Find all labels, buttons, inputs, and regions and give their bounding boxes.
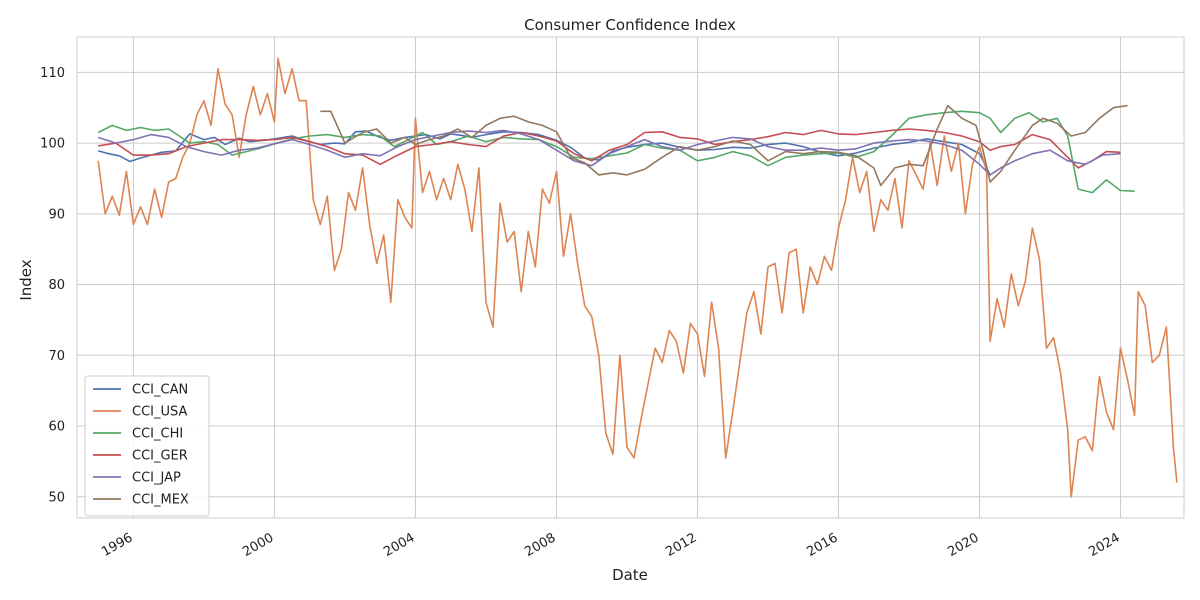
y-tick-label: 90 (48, 207, 65, 222)
series-line-cci-mex (320, 104, 1128, 187)
x-tick-label: 2012 (663, 530, 699, 560)
x-tick-label: 2020 (945, 530, 981, 560)
x-tick-label: 2008 (522, 530, 558, 560)
legend-label: CCI_CHI (132, 427, 183, 442)
series-line-cci-ger (98, 128, 1121, 169)
x-tick-label: 2024 (1086, 530, 1122, 560)
grid-lines (77, 37, 1184, 518)
y-tick-label: 100 (40, 137, 65, 152)
y-tick-label: 60 (48, 420, 65, 435)
x-tick-label: 1996 (99, 530, 135, 560)
legend: CCI_CAN CCI_USA CCI_CHI CCI_GER CCI_JAP CCI_M… (84, 375, 210, 517)
legend-label: CCI_GER (132, 449, 188, 464)
series-line-cci-jap (97, 129, 1121, 176)
legend-label: CCI_CAN (132, 383, 188, 398)
x-tick-label: 2004 (381, 530, 417, 560)
y-tick-label: 110 (40, 66, 65, 81)
y-tick-label: 70 (48, 349, 65, 364)
legend-label: CCI_MEX (132, 493, 189, 508)
chart-title: Consumer Confidence Index (524, 16, 736, 34)
legend-label: CCI_USA (132, 405, 187, 420)
y-axis-label: Index (17, 259, 35, 300)
series-line-cci-chi (97, 110, 1135, 194)
x-tick-label: 2000 (240, 530, 276, 560)
x-axis-label: Date (612, 566, 648, 584)
legend-label: CCI_JAP (132, 471, 181, 486)
x-tick-label: 2016 (804, 530, 840, 560)
series-line-cci-usa (97, 57, 1178, 498)
y-tick-label: 50 (48, 490, 65, 505)
plot-area (76, 36, 1185, 519)
y-tick-label: 80 (48, 278, 65, 293)
series-lines (97, 57, 1178, 498)
